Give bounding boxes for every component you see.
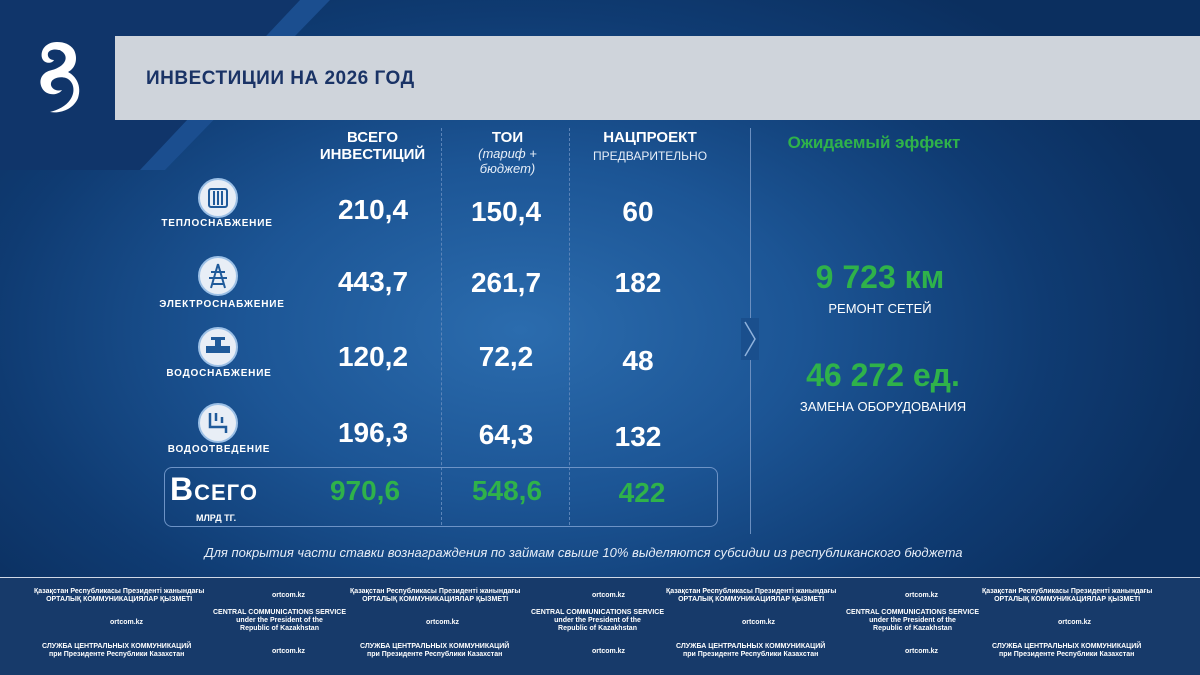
footer-watermark: Қазақстан Республикасы Президенті жанынд… bbox=[0, 577, 1200, 675]
totals-label: Всего bbox=[170, 471, 258, 507]
effect-value-km: 9 723 км bbox=[815, 259, 945, 295]
page-title: ИНВЕСТИЦИИ НА 2026 ГОД bbox=[146, 68, 415, 89]
footer-ru-block: СЛУЖБА ЦЕНТРАЛЬНЫХ КОММУНИКАЦИЙ при Прези… bbox=[360, 643, 510, 658]
effect-value-units: 46 272 ед. bbox=[806, 357, 960, 393]
row-label-heating: ТЕПЛОСНАБЖЕНИЕ bbox=[161, 218, 273, 229]
value-nat-water-supply: 48 bbox=[622, 345, 654, 376]
footer-kz-block: Қазақстан Республикасы Президенті жанынд… bbox=[350, 588, 521, 603]
totals-unit: МЛРД ТГ. bbox=[196, 513, 237, 523]
footer-site: ortcom.kz bbox=[272, 592, 306, 599]
footer-en-block: CENTRAL COMMUNICATIONS SERVICE under the … bbox=[531, 609, 665, 632]
effect-label-repair: РЕМОНТ СЕТЕЙ bbox=[828, 301, 932, 316]
water-valve-icon bbox=[198, 327, 238, 367]
totals-value-nat: 422 bbox=[618, 477, 666, 508]
footer-site: ortcom.kz bbox=[1058, 619, 1092, 626]
column-header-nat-title: НАЦПРОЕКТ bbox=[603, 129, 697, 146]
footnote: Для покрытия части ставки вознаграждения… bbox=[204, 545, 963, 560]
footer-site: ortcom.kz bbox=[592, 592, 626, 599]
value-nat-drainage: 132 bbox=[614, 421, 662, 452]
footer-ru-block: СЛУЖБА ЦЕНТРАЛЬНЫХ КОММУНИКАЦИЙ при Прези… bbox=[676, 643, 826, 658]
value-toi-drainage: 64,3 bbox=[478, 419, 534, 450]
column-header-total-line2: ИНВЕСТИЦИЙ bbox=[319, 146, 426, 163]
column-header-toi-sub2: бюджет) bbox=[479, 161, 536, 176]
leopard-logo-icon bbox=[40, 42, 80, 113]
value-total-water-supply: 120,2 bbox=[337, 341, 409, 372]
value-total-heating: 210,4 bbox=[337, 194, 409, 225]
power-line-icon bbox=[198, 256, 238, 296]
column-header-toi-sub1: (тариф + bbox=[478, 146, 537, 161]
column-header-nat-sub: ПРЕДВАРИТЕЛЬНО bbox=[592, 149, 708, 163]
drainage-icon bbox=[198, 403, 238, 443]
footer-en-block: CENTRAL COMMUNICATIONS SERVICE under the … bbox=[213, 609, 347, 632]
footer-kz-block: Қазақстан Республикасы Президенті жанынд… bbox=[34, 588, 205, 603]
chevron-right-icon bbox=[741, 318, 759, 360]
column-header-total: ВСЕГО ИНВЕСТИЦИЙ bbox=[300, 129, 445, 163]
effect-label-replacement: ЗАМЕНА ОБОРУДОВАНИЯ bbox=[799, 399, 967, 414]
value-toi-heating: 150,4 bbox=[470, 196, 542, 227]
footer-site: ortcom.kz bbox=[426, 619, 460, 626]
footer-site: ortcom.kz bbox=[110, 619, 144, 626]
column-divider bbox=[441, 128, 442, 525]
value-nat-electricity: 182 bbox=[614, 267, 662, 298]
row-label-drainage: ВОДООТВЕДЕНИЕ bbox=[167, 444, 271, 455]
footer-ru-block: СЛУЖБА ЦЕНТРАЛЬНЫХ КОММУНИКАЦИЙ при Прези… bbox=[42, 643, 192, 658]
column-header-toi: ТОИ (тариф + бюджет) bbox=[445, 129, 570, 176]
column-header-total-line1: ВСЕГО bbox=[346, 129, 399, 146]
footer-en-block: CENTRAL COMMUNICATIONS SERVICE under the … bbox=[846, 609, 980, 632]
footer-site: ortcom.kz bbox=[272, 648, 306, 655]
footer-site: ortcom.kz bbox=[742, 619, 776, 626]
totals-value-total: 970,6 bbox=[329, 475, 401, 506]
column-divider bbox=[569, 128, 570, 525]
value-total-drainage: 196,3 bbox=[337, 417, 409, 448]
value-total-electricity: 443,7 bbox=[337, 266, 409, 297]
totals-box bbox=[164, 467, 718, 527]
footer-site: ortcom.kz bbox=[905, 648, 939, 655]
title-band bbox=[115, 36, 1200, 120]
heating-icon bbox=[198, 178, 238, 218]
value-toi-electricity: 261,7 bbox=[470, 267, 542, 298]
totals-value-toi: 548,6 bbox=[471, 475, 543, 506]
footer-kz-block: Қазақстан Республикасы Президенті жанынд… bbox=[982, 588, 1153, 603]
value-nat-heating: 60 bbox=[622, 196, 654, 227]
column-header-natproject: НАЦПРОЕКТ ПРЕДВАРИТЕЛЬНО bbox=[575, 129, 725, 164]
column-header-toi-title: ТОИ bbox=[491, 129, 524, 146]
footer-site: ortcom.kz bbox=[592, 648, 626, 655]
row-label-water-supply: ВОДОСНАБЖЕНИЕ bbox=[166, 368, 272, 379]
footer-site: ortcom.kz bbox=[905, 592, 939, 599]
footer-ru-block: СЛУЖБА ЦЕНТРАЛЬНЫХ КОММУНИКАЦИЙ при Прези… bbox=[992, 643, 1142, 658]
footer-kz-block: Қазақстан Республикасы Президенті жанынд… bbox=[666, 588, 837, 603]
value-toi-water-supply: 72,2 bbox=[478, 341, 534, 372]
row-label-electricity: ЭЛЕКТРОСНАБЖЕНИЕ bbox=[159, 299, 285, 310]
effect-heading: Ожидаемый эффект bbox=[787, 133, 961, 152]
